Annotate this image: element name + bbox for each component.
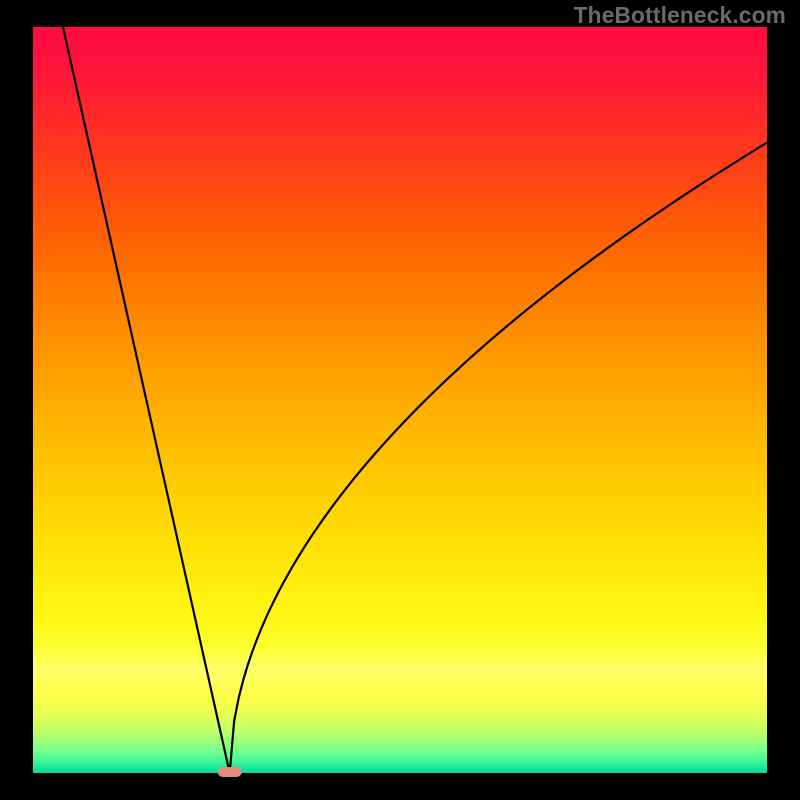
optimal-marker [218, 767, 242, 777]
chart-stage: TheBottleneck.com [0, 0, 800, 800]
bottleneck-chart-svg [0, 0, 800, 800]
heatmap-background [33, 27, 767, 773]
watermark-label: TheBottleneck.com [574, 2, 786, 29]
